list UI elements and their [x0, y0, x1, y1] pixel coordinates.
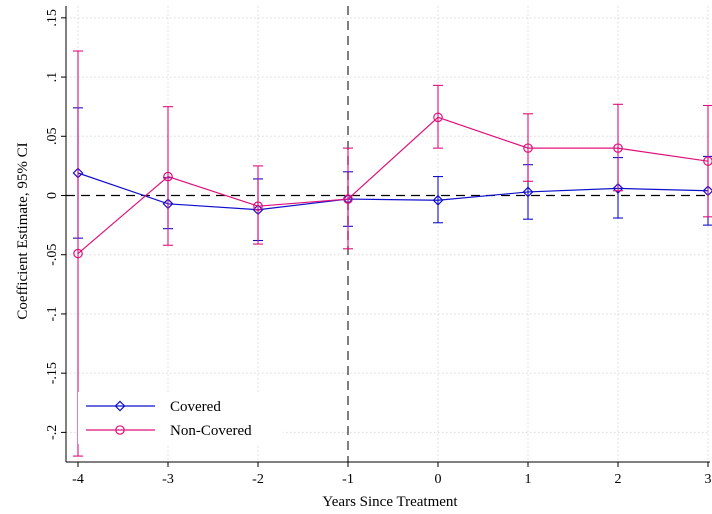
y-tick-label: .1	[45, 72, 60, 83]
series-line	[78, 117, 708, 253]
y-axis-title: Coefficient Estimate, 95% CI	[15, 142, 31, 319]
y-tick-label: .15	[45, 9, 60, 27]
x-tick-label: 0	[435, 472, 442, 487]
y-tick-label: -.05	[45, 244, 60, 266]
x-tick-label: 2	[615, 472, 622, 487]
legend-label-covered: Covered	[170, 399, 221, 415]
x-axis-title: Years Since Treatment	[322, 494, 458, 510]
legend: Covered Non-Covered	[78, 392, 283, 444]
series-covered	[73, 108, 712, 241]
y-tick-label: 0	[45, 192, 60, 199]
x-tick-label: -2	[252, 472, 264, 487]
y-tick-label: -.15	[45, 362, 60, 384]
y-tick-label: .05	[45, 128, 60, 146]
legend-label-non-covered: Non-Covered	[170, 423, 252, 439]
x-tick-label: 1	[525, 472, 532, 487]
x-tick-label: -3	[162, 472, 174, 487]
y-tick-label: -.1	[45, 306, 60, 321]
x-tick-label: 3	[705, 472, 712, 487]
y-tick-label: -.2	[45, 425, 60, 440]
x-tick-label: -4	[72, 472, 84, 487]
x-tick-label: -1	[342, 472, 354, 487]
